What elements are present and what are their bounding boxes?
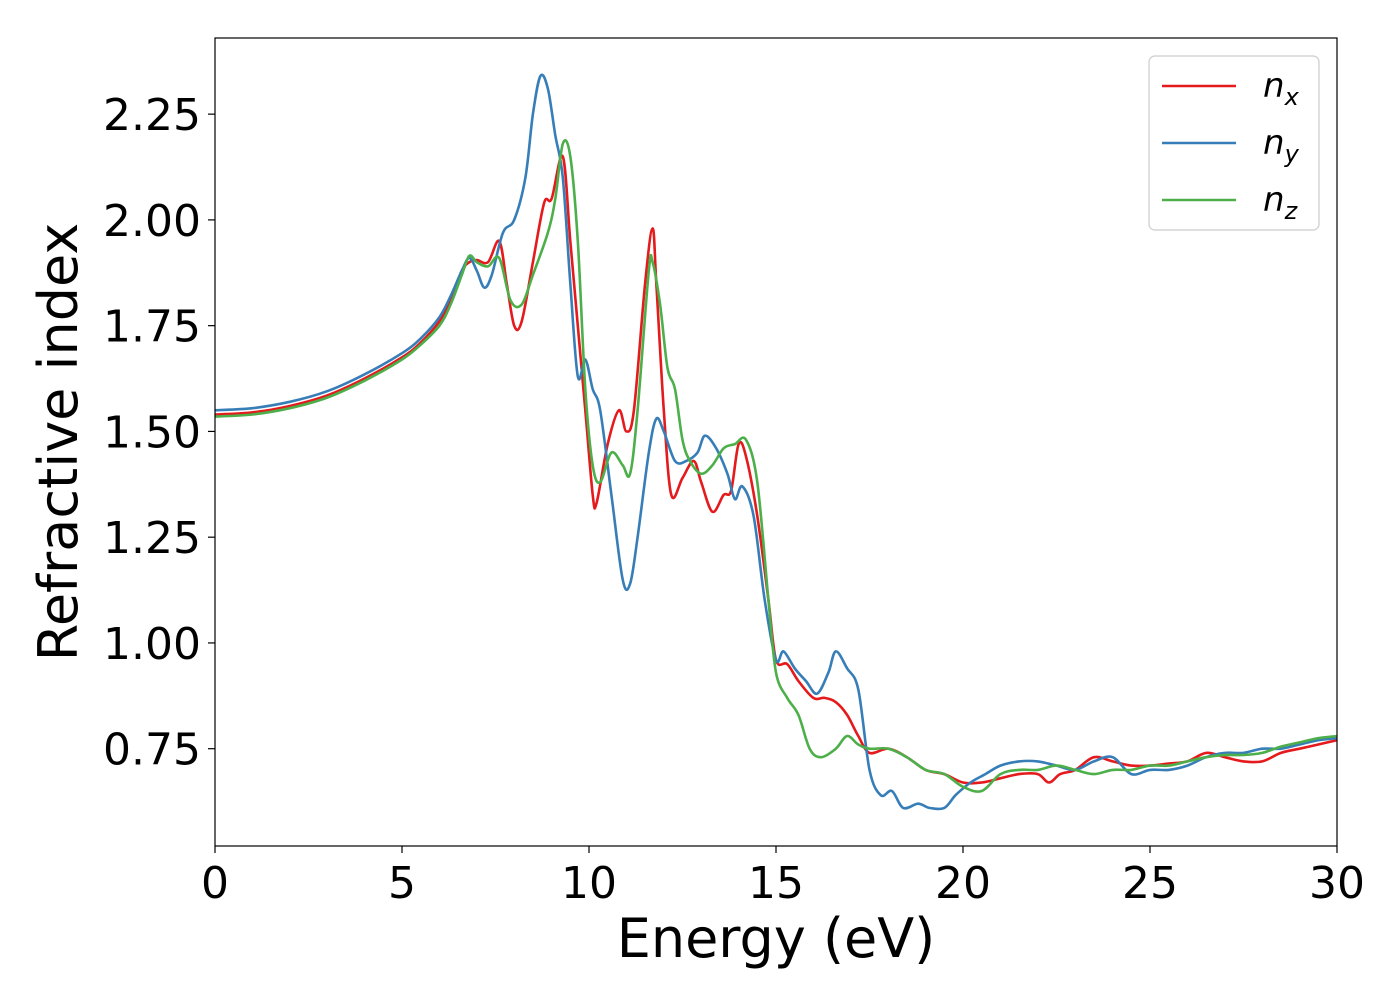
x-tick-label: 15 [748,858,804,909]
y-tick-label: 2.25 [103,90,201,141]
x-tick-label: 20 [935,858,991,909]
y-axis-ticks: 0.75 1.00 1.25 1.50 1.75 2.00 2.25 [103,90,215,776]
series-line-ny [215,73,1337,811]
series-line-nx [215,154,1337,785]
y-tick-label: 1.75 [103,302,201,353]
series-line-nz [215,139,1337,793]
x-tick-label: 25 [1122,858,1178,909]
x-tick-label: 10 [561,858,617,909]
y-tick-label: 2.00 [103,196,201,247]
y-axis-label: Refractive index [27,223,90,662]
y-tick-label: 1.50 [103,407,201,458]
y-tick-label: 1.00 [103,619,201,670]
x-tick-label: 30 [1309,858,1365,909]
y-tick-label: 1.25 [103,513,201,564]
y-tick-label: 0.75 [103,725,201,776]
x-axis-label: Energy (eV) [617,907,936,970]
legend-label-nz: nz [1263,180,1299,225]
x-tick-label: 0 [201,858,229,909]
plot-lines [215,73,1337,811]
x-tick-label: 5 [388,858,416,909]
x-axis-ticks: 0 5 10 15 20 25 30 [201,846,1365,909]
